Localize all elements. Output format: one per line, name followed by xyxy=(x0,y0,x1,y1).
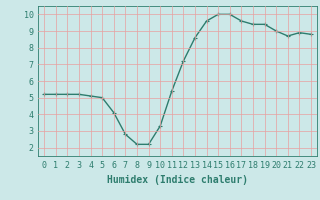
X-axis label: Humidex (Indice chaleur): Humidex (Indice chaleur) xyxy=(107,175,248,185)
